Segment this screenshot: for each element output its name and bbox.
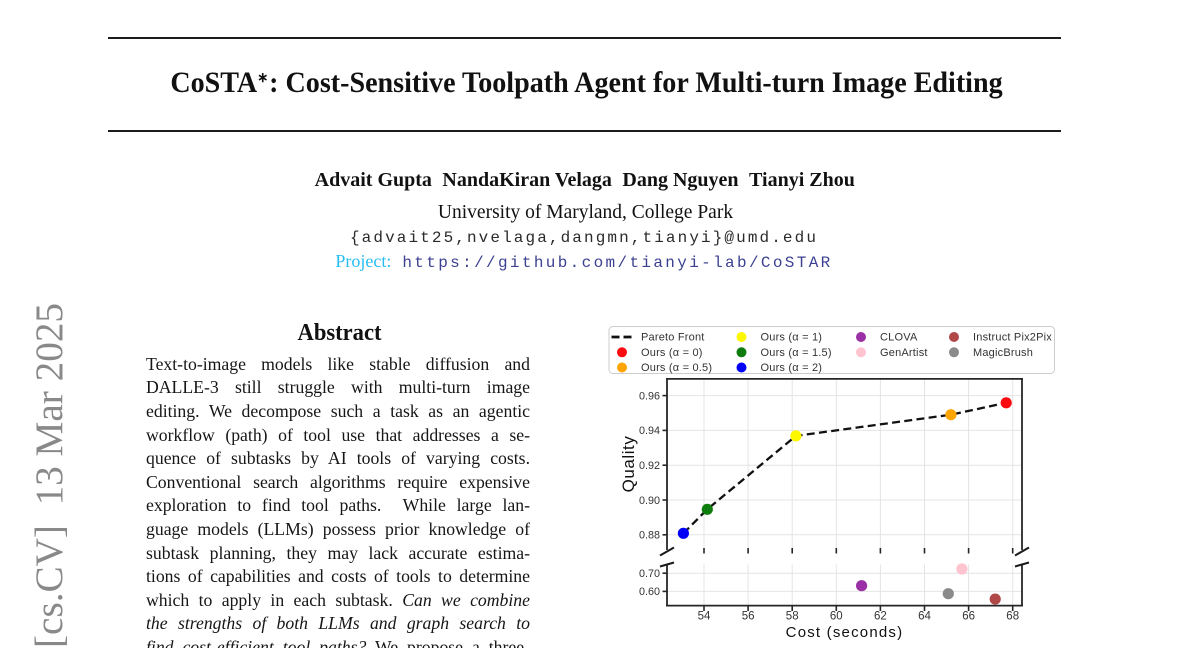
svg-text:Pareto Front: Pareto Front [641, 332, 705, 344]
svg-text:Quality: Quality [619, 436, 638, 493]
svg-text:Ours (α = 0.5): Ours (α = 0.5) [641, 362, 712, 374]
svg-text:0.88: 0.88 [639, 530, 660, 542]
svg-text:[cs.CV] 13 Mar 2025: [cs.CV] 13 Mar 2025 [28, 303, 71, 648]
svg-text:0.96: 0.96 [639, 390, 660, 402]
svg-text:Ours (α = 0): Ours (α = 0) [641, 347, 703, 359]
svg-text:MagicBrush: MagicBrush [973, 347, 1033, 359]
svg-text:Instruct Pix2Pix: Instruct Pix2Pix [973, 332, 1052, 344]
svg-text:0.90: 0.90 [639, 495, 660, 507]
svg-text:Ours (α = 1.5): Ours (α = 1.5) [761, 347, 832, 359]
svg-text:0.92: 0.92 [639, 460, 660, 472]
svg-text:58: 58 [786, 611, 799, 623]
svg-text:CLOVA: CLOVA [880, 332, 918, 344]
svg-text:66: 66 [962, 611, 975, 623]
svg-text:68: 68 [1006, 611, 1019, 623]
svg-text:56: 56 [742, 611, 755, 623]
svg-text:0.94: 0.94 [639, 425, 660, 437]
svg-text:Ours (α = 1): Ours (α = 1) [761, 332, 823, 344]
svg-text:54: 54 [698, 611, 711, 623]
svg-text:Cost (seconds): Cost (seconds) [786, 624, 904, 641]
svg-text:62: 62 [874, 611, 887, 623]
svg-text:0.70: 0.70 [639, 568, 660, 580]
svg-text:Ours (α = 2): Ours (α = 2) [761, 362, 823, 374]
svg-text:GenArtist: GenArtist [880, 347, 928, 359]
svg-text:0.60: 0.60 [639, 586, 660, 598]
svg-text:64: 64 [918, 611, 931, 623]
svg-text:60: 60 [830, 611, 843, 623]
